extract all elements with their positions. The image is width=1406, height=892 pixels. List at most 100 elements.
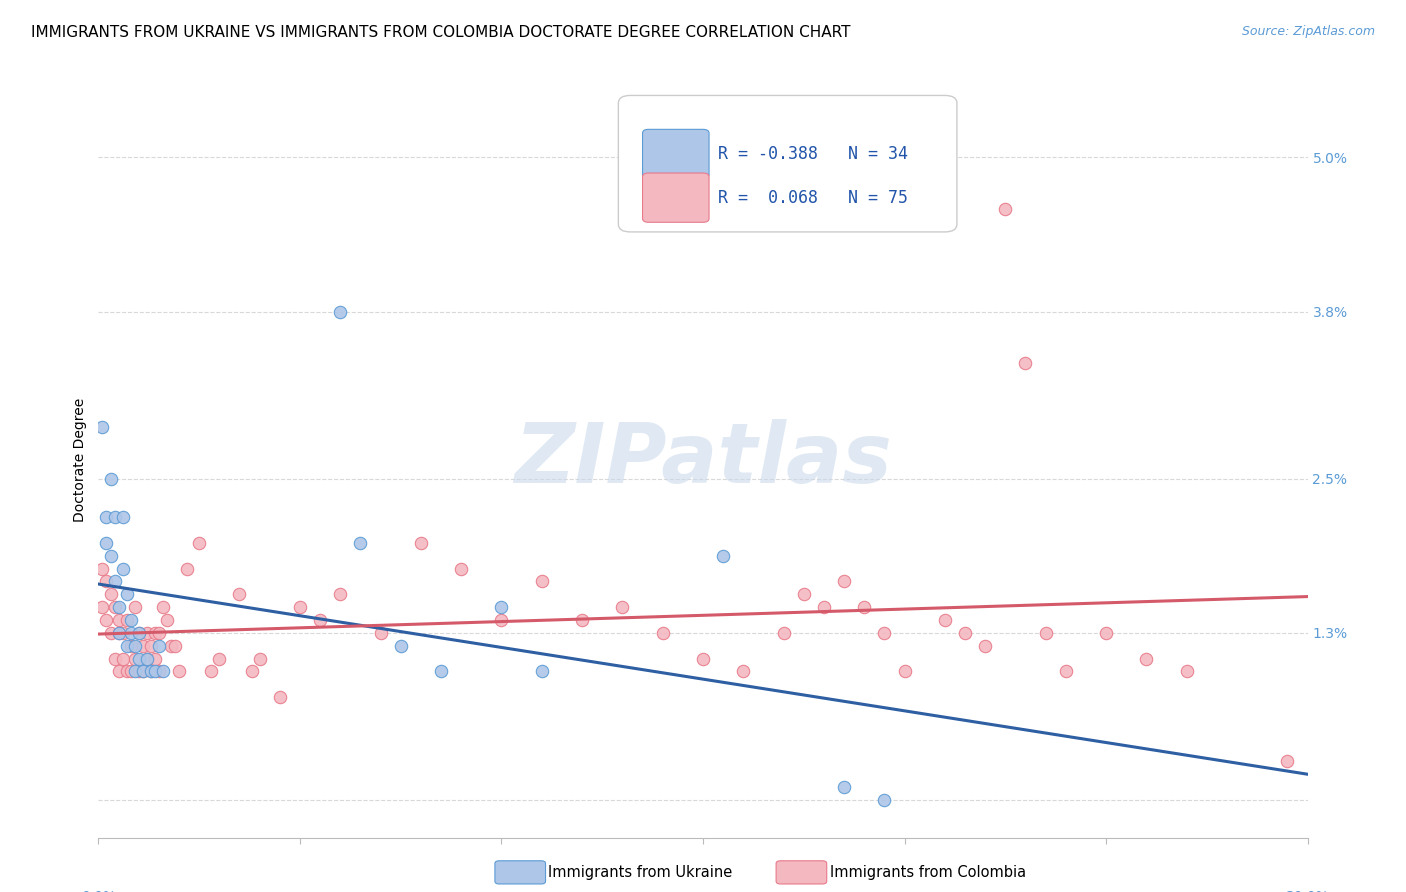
Point [120,665,142,679]
Point [143,651,166,665]
Point [96,510,118,524]
Point [349,536,371,550]
Point [148,639,170,653]
Point [249,651,271,665]
Point [120,613,142,627]
Point [100,587,122,601]
Point [200,665,222,679]
Point [793,587,815,601]
Point [188,536,211,550]
Point [530,665,553,679]
Point [163,639,186,653]
Point [139,639,162,653]
Point [208,651,231,665]
Point [148,625,170,640]
Point [135,651,157,665]
Point [269,690,291,705]
Point [813,600,835,615]
Point [128,651,150,665]
Point [115,587,138,601]
Point [103,600,125,615]
Point [228,587,250,601]
Point [450,561,472,575]
Point [148,665,170,679]
Point [124,651,146,665]
Point [132,639,155,653]
Point [1277,755,1299,769]
Point [111,561,134,575]
Point [152,600,174,615]
Point [288,600,311,615]
Point [132,665,155,679]
Point [107,625,129,640]
Point [692,651,714,665]
Point [934,613,956,627]
Point [893,665,915,679]
Text: 0.0%: 0.0% [82,890,115,892]
Text: 30.0%: 30.0% [1285,890,1330,892]
Text: R = -0.388   N = 34: R = -0.388 N = 34 [717,145,907,163]
Point [430,665,453,679]
Point [389,639,412,653]
Point [96,574,118,589]
Point [1135,651,1157,665]
Point [100,549,122,563]
Point [103,510,125,524]
Point [370,625,392,640]
Text: R =  0.068   N = 75: R = 0.068 N = 75 [717,188,907,207]
Point [156,613,179,627]
Point [91,420,114,434]
Point [167,665,190,679]
Point [853,600,876,615]
Point [132,665,155,679]
Point [409,536,432,550]
Point [103,574,125,589]
Point [873,625,896,640]
Point [994,202,1017,216]
Point [873,793,896,807]
FancyBboxPatch shape [619,95,957,232]
Point [115,665,138,679]
Point [107,665,129,679]
Point [96,536,118,550]
Point [832,574,855,589]
Point [115,613,138,627]
Point [100,472,122,486]
Point [107,625,129,640]
FancyBboxPatch shape [643,173,709,222]
Point [128,625,150,640]
Point [1035,625,1057,640]
Point [96,613,118,627]
Point [612,600,634,615]
Point [711,549,734,563]
Point [832,780,855,794]
Point [143,625,166,640]
Point [111,510,134,524]
Point [1175,665,1198,679]
Point [772,625,794,640]
Point [491,600,513,615]
Text: Immigrants from Colombia: Immigrants from Colombia [830,865,1025,880]
Point [143,665,166,679]
Point [120,625,142,640]
Point [953,625,976,640]
Point [115,639,138,653]
Text: Source: ZipAtlas.com: Source: ZipAtlas.com [1241,25,1375,38]
Point [100,625,122,640]
Point [124,600,146,615]
Text: Immigrants from Ukraine: Immigrants from Ukraine [548,865,733,880]
Point [974,639,997,653]
Point [107,613,129,627]
Point [152,665,174,679]
Point [111,625,134,640]
Point [309,613,332,627]
FancyBboxPatch shape [643,129,709,178]
Point [135,651,157,665]
Point [128,665,150,679]
Point [240,665,263,679]
Point [107,600,129,615]
Point [571,613,593,627]
Point [329,304,352,318]
Point [135,625,157,640]
Point [103,651,125,665]
